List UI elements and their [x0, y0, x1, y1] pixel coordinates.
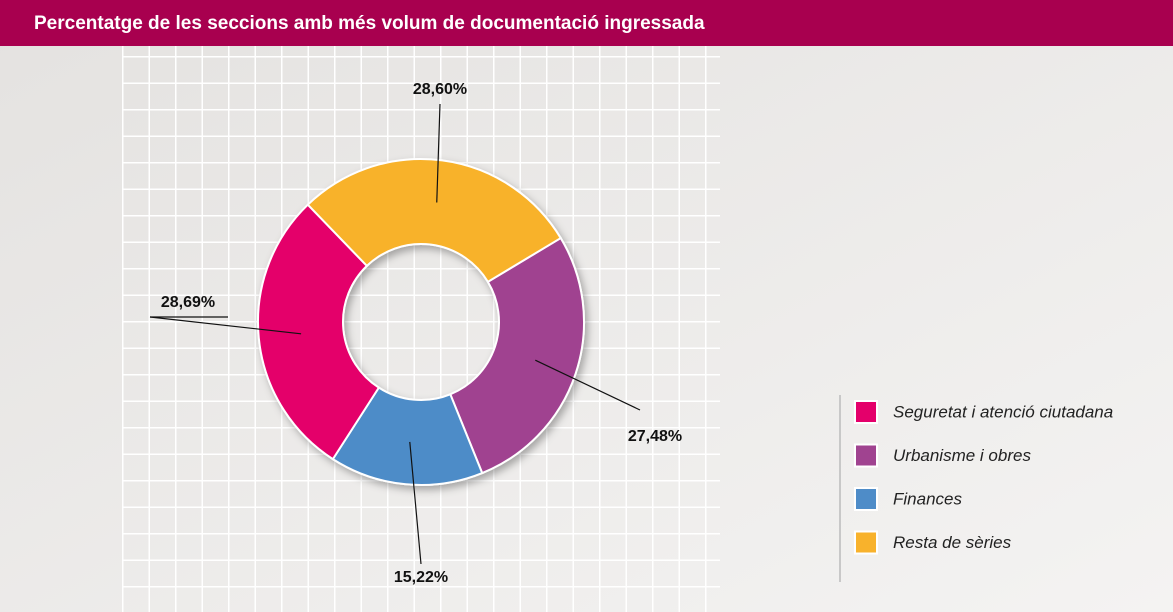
data-label: 28,60%: [413, 81, 467, 98]
chart-title: Percentatge de les seccions amb més volu…: [34, 13, 705, 34]
data-label: 15,22%: [394, 569, 448, 586]
legend-swatch: [854, 400, 878, 424]
donut-segment: [448, 236, 585, 475]
legend-label: Resta de sèries: [893, 533, 1012, 552]
donut-segment: [257, 203, 381, 461]
data-label: 27,48%: [628, 428, 682, 445]
header-bar: [0, 0, 1173, 46]
leader-line: [409, 441, 422, 565]
legend-swatch: [854, 487, 878, 511]
legend-label: Urbanisme i obres: [893, 446, 1031, 465]
legend-swatch: [854, 530, 878, 555]
leader-line: [535, 359, 641, 411]
donut-segment: [306, 158, 563, 284]
leader-line: [149, 316, 302, 335]
legend-swatch: [854, 443, 878, 468]
leader-line: [436, 103, 441, 203]
legend-label: Seguretat i atenció ciutadana: [893, 402, 1113, 421]
grid-pattern: [122, 46, 720, 612]
data-label: 28,69%: [161, 294, 215, 311]
donut: [257, 158, 585, 486]
legend-label: Finances: [893, 489, 962, 508]
